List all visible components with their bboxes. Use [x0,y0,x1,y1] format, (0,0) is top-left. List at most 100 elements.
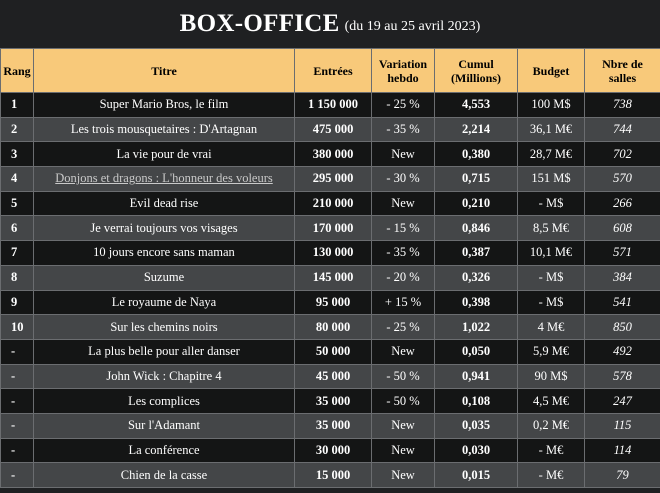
variation-cell: - 50 % [371,388,435,414]
cumul-cell: 0,941 [434,363,518,390]
cumul-cell: 0,326 [434,264,518,291]
title-cell: Les complices [33,388,295,414]
cumul-cell: 2,214 [434,116,518,143]
budget-cell: 8,5 M€ [517,215,585,242]
budget-cell: 4,5 M€ [517,388,585,414]
variation-cell: - 30 % [371,166,435,192]
budget-cell: 4 M€ [517,314,585,340]
entrees-cell: 35 000 [294,412,372,439]
budget-cell: 5,9 M€ [517,338,585,365]
cumul-cell: 0,030 [434,437,518,464]
rank-cell: 2 [0,116,34,143]
salles-cell: 850 [584,314,660,340]
salles-cell: 266 [584,190,660,217]
title-main: BOX-OFFICE [179,10,340,37]
title-cell: 10 jours encore sans maman [33,240,295,266]
budget-cell: 0,2 M€ [517,412,585,439]
salles-cell: 384 [584,264,660,291]
budget-cell: 36,1 M€ [517,116,585,143]
cumul-cell: 0,015 [434,462,518,488]
col-header-variation: Variation hebdo [371,48,435,93]
title-cell: La vie pour de vrai [33,141,295,168]
table-row: 1 Super Mario Bros, le film 1 150 000- 25 … [0,92,660,118]
table-body: 1 Super Mario Bros, le film 1 150 000- 25 … [0,92,660,488]
entrees-cell: 475 000 [294,116,372,143]
budget-cell: - M€ [517,462,585,488]
rank-cell: - [0,437,34,464]
entrees-cell: 1 150 000 [294,92,372,118]
table-row: 5 Evil dead rise 210 000 New 0,210- M$ 266 [0,190,660,217]
cumul-cell: 0,108 [434,388,518,414]
entrees-cell: 15 000 [294,462,372,488]
title-cell: Le royaume de Naya [33,289,295,316]
col-header-variation-line1: Variation [378,56,428,71]
col-header-salles: Nbre de salles [584,48,660,93]
cumul-cell: 0,050 [434,338,518,365]
title-date-range: (du 19 au 25 avril 2023) [344,19,481,34]
title-cell: Evil dead rise [33,190,295,217]
salles-cell: 571 [584,240,660,266]
rank-cell: - [0,388,34,414]
table-row: 7 10 jours encore sans maman 130 000- 35 %… [0,240,660,266]
budget-cell: - M$ [517,190,585,217]
table-row: - John Wick : Chapitre 4 45 000- 50 % 0,941… [0,363,660,390]
variation-cell: - 35 % [371,240,435,266]
variation-cell: - 35 % [371,116,435,143]
title-cell: Chien de la casse [33,462,295,488]
table-row: 9 Le royaume de Naya 95 000 + 15 % 0,398- M$… [0,289,660,316]
cumul-cell: 0,715 [434,166,518,192]
budget-cell: 100 M$ [517,92,585,118]
table-row: 3 La vie pour de vrai 380 000 New 0,380 28,7 … [0,141,660,168]
budget-cell: - M$ [517,289,585,316]
col-header-variation-line2: hebdo [387,70,419,85]
title-cell: Je verrai toujours vos visages [33,215,295,242]
variation-cell: - 50 % [371,363,435,390]
col-header-rank: Rang [0,48,34,93]
col-header-salles-line1: Nbre de [602,56,643,71]
rank-cell: 9 [0,289,34,316]
col-header-salles-line2: salles [608,70,637,85]
entrees-cell: 50 000 [294,338,372,365]
entrees-cell: 95 000 [294,289,372,316]
table-row: 10 Sur les chemins noirs 80 000- 25 % 1,022… [0,314,660,340]
col-header-cumul-line2: (Millions) [451,70,501,85]
rank-cell: 1 [0,92,34,118]
entrees-cell: 35 000 [294,388,372,414]
cumul-cell: 0,398 [434,289,518,316]
table-row: - Sur l'Adamant 35 000 New 0,035 0,2 M€ 115 [0,412,660,439]
movie-title-link[interactable]: Donjons et dragons : L'honneur des voleu… [55,171,273,186]
salles-cell: 608 [584,215,660,242]
budget-cell: - M$ [517,264,585,291]
table-row: - Les complices 35 000- 50 % 0,108 4,5 M€ 247 [0,388,660,414]
table-row: 8 Suzume 145 000- 20 % 0,326- M$ 384 [0,264,660,291]
table-row: - Chien de la casse 15 000 New 0,015- M€ 79 [0,462,660,488]
table-row: 2 Les trois mousquetaires : D'Artagnan 475… [0,116,660,143]
table-row: 4 Donjons et dragons : L'honneur des vole… [0,166,660,192]
cumul-cell: 0,035 [434,412,518,439]
title-cell: Donjons et dragons : L'honneur des voleu… [33,166,295,192]
col-header-entrees: Entrées [294,48,372,93]
rank-cell: 4 [0,166,34,192]
table-row: 6 Je verrai toujours vos visages 170 000- … [0,215,660,242]
col-header-cumul: Cumul (Millions) [434,48,518,93]
salles-cell: 115 [584,412,660,439]
table-header-row: Rang Titre Entrées Variation hebdo Cumul(… [0,48,660,93]
variation-cell: New [371,462,435,488]
cumul-cell: 0,210 [434,190,518,217]
salles-cell: 702 [584,141,660,168]
title-cell: Suzume [33,264,295,291]
variation-cell: New [371,437,435,464]
title-cell: Sur les chemins noirs [33,314,295,340]
col-header-cumul-line1: Cumul [458,56,494,71]
cumul-cell: 0,846 [434,215,518,242]
salles-cell: 114 [584,437,660,464]
table-row: - La plus belle pour aller danser 50 000 Ne… [0,338,660,365]
cumul-cell: 4,553 [434,92,518,118]
budget-cell: 151 M$ [517,166,585,192]
table-row: - La conférence 30 000 New 0,030- M€ 114 [0,437,660,464]
variation-cell: New [371,141,435,168]
rank-cell: 10 [0,314,34,340]
rank-cell: 5 [0,190,34,217]
rank-cell: 3 [0,141,34,168]
